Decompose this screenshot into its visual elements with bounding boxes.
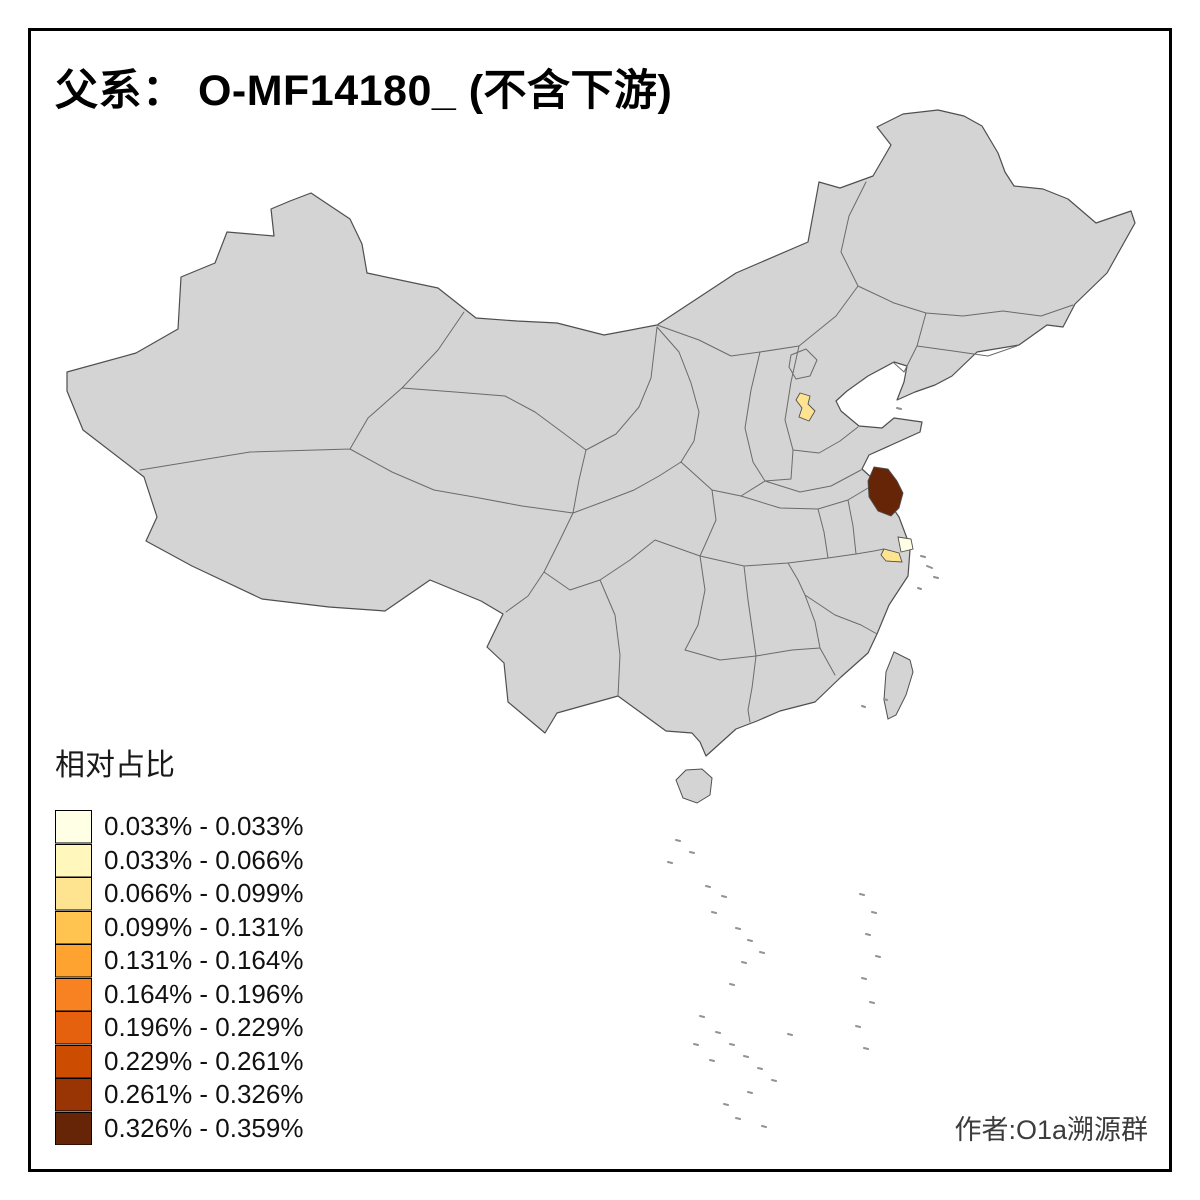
legend-label: 0.196% - 0.229%	[104, 1012, 304, 1043]
legend-item: 0.261% - 0.326%	[55, 1078, 303, 1112]
legend-label: 0.229% - 0.261%	[104, 1045, 304, 1076]
legend-swatch	[55, 1011, 92, 1045]
legend-swatch	[55, 877, 92, 911]
legend-item: 0.066% - 0.099%	[55, 877, 303, 911]
author-credit: 作者:O1a溯源群	[954, 1115, 1148, 1145]
legend-item: 0.033% - 0.033%	[55, 810, 303, 844]
legend-swatch	[55, 910, 92, 944]
legend: 相对占比 0.033% - 0.033% 0.033% - 0.066% 0.0…	[55, 740, 303, 1145]
plot-frame-border	[28, 28, 1172, 1172]
legend-item: 0.131% - 0.164%	[55, 944, 303, 978]
legend-label: 0.033% - 0.066%	[104, 844, 304, 875]
legend-item: 0.099% - 0.131%	[55, 910, 304, 944]
legend-swatch	[55, 1044, 92, 1078]
highlight-jiangsu-coastal-prefecture	[867, 466, 904, 517]
highlight-yangtze-delta-pale	[897, 536, 914, 553]
coastal-islands	[861, 407, 939, 708]
legend-swatch	[55, 977, 92, 1011]
legend-label: 0.033% - 0.033%	[104, 811, 304, 842]
south-china-sea-islands	[667, 839, 881, 1128]
legend-rows: 0.033% - 0.033% 0.033% - 0.066% 0.066% -…	[55, 810, 303, 1145]
highlight-north-china-prefecture	[795, 392, 816, 422]
hainan-island-shape	[675, 768, 713, 804]
legend-label: 0.099% - 0.131%	[104, 911, 304, 942]
legend-swatch	[55, 944, 92, 978]
legend-label: 0.066% - 0.099%	[104, 878, 304, 909]
province-borders	[139, 181, 1074, 723]
legend-swatch	[55, 1111, 92, 1145]
legend-label: 0.261% - 0.326%	[104, 1079, 304, 1110]
legend-swatch	[55, 810, 92, 844]
legend-swatch	[55, 1078, 92, 1112]
legend-item: 0.164% - 0.196%	[55, 977, 304, 1011]
legend-label: 0.326% - 0.359%	[104, 1112, 304, 1143]
highlight-yangtze-delta-light	[880, 548, 903, 563]
legend-title: 相对占比	[55, 749, 175, 782]
legend-item: 0.326% - 0.359%	[55, 1111, 304, 1145]
legend-item: 0.033% - 0.066%	[55, 843, 304, 877]
legend-item: 0.229% - 0.261%	[55, 1044, 304, 1078]
legend-label: 0.131% - 0.164%	[104, 945, 304, 976]
legend-item: 0.196% - 0.229%	[55, 1011, 303, 1045]
mainland-china-shape	[66, 109, 1136, 757]
plot-title: 父系： O-MF14180_ (不含下游)	[55, 67, 673, 115]
legend-swatch	[55, 843, 92, 877]
taiwan-island-shape	[883, 651, 914, 720]
legend-label: 0.164% - 0.196%	[104, 978, 304, 1009]
